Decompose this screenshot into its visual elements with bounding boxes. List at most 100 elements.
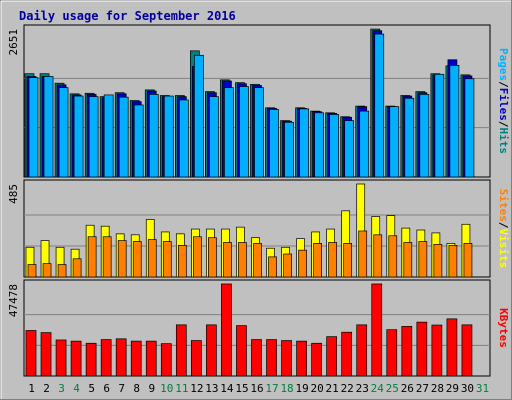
x-tick-day-22: 22 <box>341 382 354 395</box>
bar-pages-day-1 <box>28 77 39 178</box>
bar-sites-day-28 <box>433 244 443 278</box>
bar-pages-day-21 <box>329 114 339 178</box>
ylabel-part-hits-files-pages-0: Pages <box>497 48 510 81</box>
bar-kbytes-day-18 <box>281 340 292 377</box>
bar-sites-day-7 <box>117 240 127 278</box>
bar-pages-day-11 <box>178 99 189 178</box>
bar-kbytes-day-16 <box>251 339 262 377</box>
x-tick-day-29: 29 <box>446 382 459 395</box>
bar-kbytes-day-15 <box>236 325 247 377</box>
ylabel-part-visits-sites-0: Sites <box>497 189 510 222</box>
bar-kbytes-day-8 <box>130 340 142 377</box>
bar-kbytes-day-30 <box>461 324 473 377</box>
x-tick-day-16: 16 <box>250 382 263 395</box>
ylabel-part-visits-sites-1: / <box>497 222 510 229</box>
bar-kbytes-day-9 <box>145 340 157 377</box>
x-axis-labels: 1 2 3 4 5 6 7 8 9 10 11 12 13 14 15 16 17 18 19 20 21 22 23 24 2… <box>28 382 489 395</box>
bar-pages-day-13 <box>209 96 219 178</box>
ylabel-part-hits-files-pages-4: Hits <box>497 128 510 155</box>
bar-kbytes-day-23 <box>356 324 368 377</box>
bar-kbytes-day-27 <box>416 321 428 377</box>
x-tick-day-26: 26 <box>401 382 414 395</box>
bar-sites-day-8 <box>132 241 142 278</box>
bar-pages-day-20 <box>314 112 324 178</box>
bar-kbytes-day-28 <box>431 324 443 377</box>
bar-pages-day-6 <box>103 94 114 178</box>
bar-pages-day-25 <box>389 106 400 178</box>
bar-pages-day-30 <box>464 78 475 178</box>
x-tick-day-2: 2 <box>43 382 50 395</box>
bar-sites-day-12 <box>193 236 202 278</box>
bar-sites-day-13 <box>208 237 217 278</box>
x-tick-day-5: 5 <box>88 382 95 395</box>
bar-pages-day-8 <box>133 104 144 178</box>
bar-sites-day-21 <box>328 242 337 278</box>
ymax-label-hits-files-pages: 2651 <box>7 29 20 56</box>
x-tick-day-6: 6 <box>103 382 110 395</box>
bar-pages-day-27 <box>419 94 430 178</box>
bar-sites-day-24 <box>373 234 383 278</box>
x-tick-day-14: 14 <box>220 382 234 395</box>
x-tick-day-23: 23 <box>356 382 369 395</box>
x-tick-day-7: 7 <box>118 382 125 395</box>
x-tick-day-27: 27 <box>416 382 429 395</box>
bar-sites-day-16 <box>253 243 262 278</box>
bar-kbytes-day-2 <box>40 332 52 377</box>
bar-kbytes-day-25 <box>386 329 398 377</box>
bar-kbytes-day-6 <box>100 339 112 377</box>
bar-pages-day-14 <box>224 87 234 178</box>
ymax-label-visits-sites: 485 <box>7 184 20 204</box>
x-tick-day-24: 24 <box>371 382 385 395</box>
ylabel-part-hits-files-pages-2: Files <box>497 88 510 121</box>
bar-sites-day-23 <box>358 230 368 278</box>
bar-kbytes-day-22 <box>341 331 353 377</box>
x-tick-day-4: 4 <box>73 382 80 395</box>
bar-kbytes-day-4 <box>70 340 82 377</box>
bar-sites-day-11 <box>177 245 187 278</box>
bar-sites-day-9 <box>147 239 157 278</box>
bar-sites-day-5 <box>87 236 97 278</box>
bar-sites-day-29 <box>448 245 458 278</box>
bar-pages-day-23 <box>359 110 370 178</box>
bar-pages-day-28 <box>434 73 445 178</box>
bar-sites-day-4 <box>72 258 82 278</box>
chart-title: Daily usage for September 2016 <box>19 9 236 23</box>
ylabel-kbytes: KBytes <box>497 308 510 348</box>
x-tick-day-10: 10 <box>160 382 173 395</box>
bar-sites-day-18 <box>283 253 292 278</box>
bar-kbytes-day-29 <box>446 318 458 377</box>
bar-pages-day-26 <box>404 97 415 178</box>
bar-pages-day-12 <box>194 54 204 178</box>
x-tick-day-9: 9 <box>148 382 155 395</box>
x-tick-day-17: 17 <box>265 382 278 395</box>
bar-kbytes-day-24 <box>371 283 383 377</box>
x-tick-day-8: 8 <box>133 382 140 395</box>
bar-sites-day-19 <box>298 249 307 278</box>
bar-sites-day-15 <box>238 242 247 278</box>
bar-kbytes-day-11 <box>175 324 187 377</box>
bar-kbytes-day-17 <box>266 339 277 377</box>
bar-sites-day-6 <box>102 236 112 278</box>
x-tick-day-11: 11 <box>175 382 188 395</box>
bar-kbytes-day-20 <box>311 342 322 377</box>
bar-kbytes-day-12 <box>191 340 202 377</box>
bar-kbytes-day-26 <box>401 326 413 377</box>
bar-pages-day-29 <box>449 64 460 178</box>
bar-pages-day-19 <box>299 108 309 178</box>
bar-pages-day-5 <box>88 96 99 178</box>
x-tick-day-25: 25 <box>386 382 399 395</box>
bar-sites-day-14 <box>223 242 232 278</box>
x-tick-day-20: 20 <box>311 382 324 395</box>
bar-kbytes-day-3 <box>55 339 67 377</box>
x-tick-day-3: 3 <box>58 382 65 395</box>
bar-sites-day-10 <box>162 241 172 278</box>
bar-pages-day-9 <box>148 94 159 178</box>
ylabel-part-hits-files-pages-1: / <box>497 81 510 88</box>
bar-pages-day-16 <box>254 87 264 178</box>
bar-pages-day-18 <box>284 121 294 178</box>
bar-sites-day-17 <box>268 256 277 278</box>
bar-kbytes-day-13 <box>206 324 217 377</box>
x-tick-day-30: 30 <box>461 382 474 395</box>
bar-sites-day-20 <box>313 243 322 278</box>
